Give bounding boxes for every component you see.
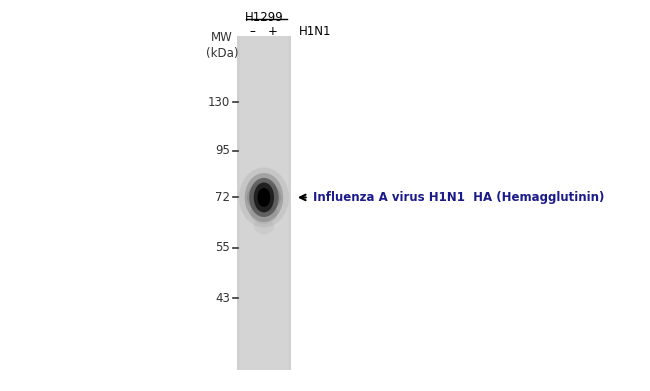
Text: H1299: H1299: [244, 11, 283, 24]
Text: Influenza A virus H1N1  HA (Hemagglutinin): Influenza A virus H1N1 HA (Hemagglutinin…: [313, 191, 604, 204]
Text: –: –: [249, 25, 255, 38]
Text: +: +: [268, 25, 278, 38]
Ellipse shape: [257, 188, 270, 207]
Ellipse shape: [249, 178, 279, 217]
Ellipse shape: [250, 202, 278, 224]
Text: 95: 95: [215, 144, 230, 157]
Text: MW
(kDa): MW (kDa): [206, 30, 239, 59]
Text: 130: 130: [207, 96, 230, 109]
Ellipse shape: [244, 173, 283, 222]
Text: H1N1: H1N1: [298, 25, 331, 38]
Ellipse shape: [247, 183, 281, 212]
Ellipse shape: [239, 168, 289, 227]
Bar: [240, 36, 288, 370]
Text: 72: 72: [215, 191, 230, 204]
Text: 55: 55: [215, 241, 230, 255]
Ellipse shape: [254, 219, 274, 234]
Bar: [237, 36, 291, 370]
Text: 43: 43: [215, 292, 230, 305]
Ellipse shape: [254, 183, 274, 212]
